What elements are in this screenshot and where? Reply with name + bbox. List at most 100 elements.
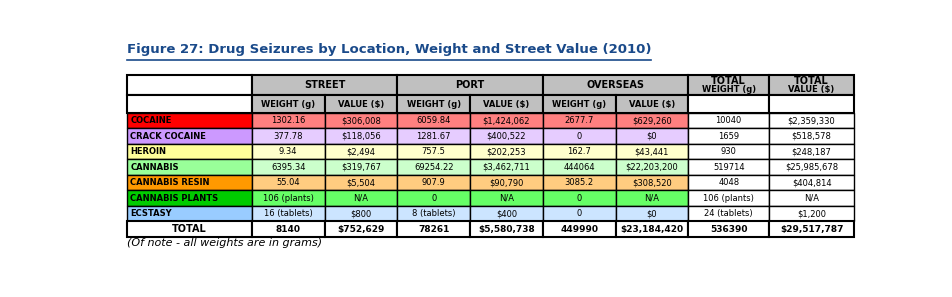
Bar	[397, 221, 469, 237]
Text: ECSTASY: ECSTASY	[130, 209, 171, 218]
Text: $23,184,420: $23,184,420	[620, 225, 683, 234]
Text: $0: $0	[646, 209, 657, 218]
Bar	[251, 128, 325, 144]
Bar	[127, 175, 251, 190]
Bar	[615, 206, 687, 221]
Text: (Of note - all weights are in grams): (Of note - all weights are in grams)	[127, 238, 321, 248]
Text: $404,814: $404,814	[791, 178, 830, 187]
Bar	[469, 113, 543, 128]
Text: 9.34: 9.34	[279, 147, 297, 156]
Bar	[687, 75, 768, 95]
Bar	[251, 75, 397, 95]
Text: WEIGHT (g): WEIGHT (g)	[551, 99, 605, 108]
Text: 0: 0	[576, 132, 581, 141]
Text: $90,790: $90,790	[488, 178, 523, 187]
Bar	[469, 95, 543, 113]
Text: 4048: 4048	[718, 178, 739, 187]
Text: $752,629: $752,629	[337, 225, 385, 234]
Text: $22,203,200: $22,203,200	[625, 163, 678, 172]
Bar	[397, 144, 469, 159]
Text: COCAINE: COCAINE	[130, 116, 171, 125]
Text: 1302.16: 1302.16	[270, 116, 305, 125]
Text: VALUE ($): VALUE ($)	[483, 99, 529, 108]
Bar	[397, 75, 543, 95]
Bar	[469, 221, 543, 237]
Text: WEIGHT (g): WEIGHT (g)	[261, 99, 315, 108]
Text: TOTAL: TOTAL	[793, 76, 828, 86]
Bar	[615, 128, 687, 144]
Text: 106 (plants): 106 (plants)	[703, 194, 753, 203]
Bar	[543, 95, 615, 113]
Text: $400: $400	[495, 209, 516, 218]
Bar	[325, 113, 397, 128]
Text: WEIGHT (g): WEIGHT (g)	[701, 85, 755, 94]
Text: 444064: 444064	[563, 163, 594, 172]
Bar	[687, 144, 768, 159]
Bar	[397, 113, 469, 128]
Text: CANNABIS PLANTS: CANNABIS PLANTS	[130, 194, 218, 203]
Bar	[687, 221, 768, 237]
Bar	[127, 113, 251, 128]
Text: $319,767: $319,767	[341, 163, 381, 172]
Bar	[615, 175, 687, 190]
Bar	[768, 113, 853, 128]
Bar	[325, 159, 397, 175]
Text: $0: $0	[646, 132, 657, 141]
Text: 1659: 1659	[718, 132, 739, 141]
Text: 0: 0	[576, 209, 581, 218]
Bar	[615, 95, 687, 113]
Text: 6059.84: 6059.84	[416, 116, 450, 125]
Text: $29,517,787: $29,517,787	[779, 225, 843, 234]
Text: 106 (plants): 106 (plants)	[263, 194, 313, 203]
Text: 55.04: 55.04	[276, 178, 300, 187]
Bar	[687, 113, 768, 128]
Bar	[543, 75, 687, 95]
Bar	[768, 128, 853, 144]
Bar	[768, 175, 853, 190]
Bar	[251, 221, 325, 237]
Text: $118,056: $118,056	[341, 132, 381, 141]
Bar	[543, 190, 615, 206]
Text: 536390: 536390	[709, 225, 746, 234]
Bar	[251, 144, 325, 159]
Text: 8140: 8140	[275, 225, 301, 234]
Text: TOTAL: TOTAL	[710, 76, 745, 86]
Text: 3085.2: 3085.2	[564, 178, 593, 187]
Bar	[397, 128, 469, 144]
Bar	[127, 128, 251, 144]
Bar	[325, 190, 397, 206]
Text: 16 (tablets): 16 (tablets)	[264, 209, 312, 218]
Text: N/A: N/A	[803, 194, 818, 203]
Bar	[325, 144, 397, 159]
Text: WEIGHT (g): WEIGHT (g)	[407, 99, 460, 108]
Text: N/A: N/A	[644, 194, 659, 203]
Bar	[768, 159, 853, 175]
Bar	[768, 190, 853, 206]
Bar	[251, 175, 325, 190]
Text: N/A: N/A	[499, 194, 513, 203]
Text: 377.78: 377.78	[273, 132, 303, 141]
Text: $306,008: $306,008	[341, 116, 381, 125]
Text: $248,187: $248,187	[791, 147, 831, 156]
Bar	[251, 190, 325, 206]
Text: 6395.34: 6395.34	[270, 163, 305, 172]
Bar	[615, 159, 687, 175]
Text: $2,494: $2,494	[347, 147, 375, 156]
Text: $25,985,678: $25,985,678	[784, 163, 837, 172]
Bar	[397, 206, 469, 221]
Text: $5,580,738: $5,580,738	[478, 225, 534, 234]
Text: $3,462,711: $3,462,711	[482, 163, 529, 172]
Text: 930: 930	[720, 147, 736, 156]
Text: HEROIN: HEROIN	[130, 147, 166, 156]
Bar	[543, 206, 615, 221]
Bar	[543, 144, 615, 159]
Text: 0: 0	[576, 194, 581, 203]
Bar	[469, 190, 543, 206]
Bar	[543, 113, 615, 128]
Bar	[469, 144, 543, 159]
Bar	[615, 144, 687, 159]
Bar	[543, 221, 615, 237]
Text: CANNABIS: CANNABIS	[130, 163, 179, 172]
Text: 69254.22: 69254.22	[413, 163, 453, 172]
Bar	[543, 128, 615, 144]
